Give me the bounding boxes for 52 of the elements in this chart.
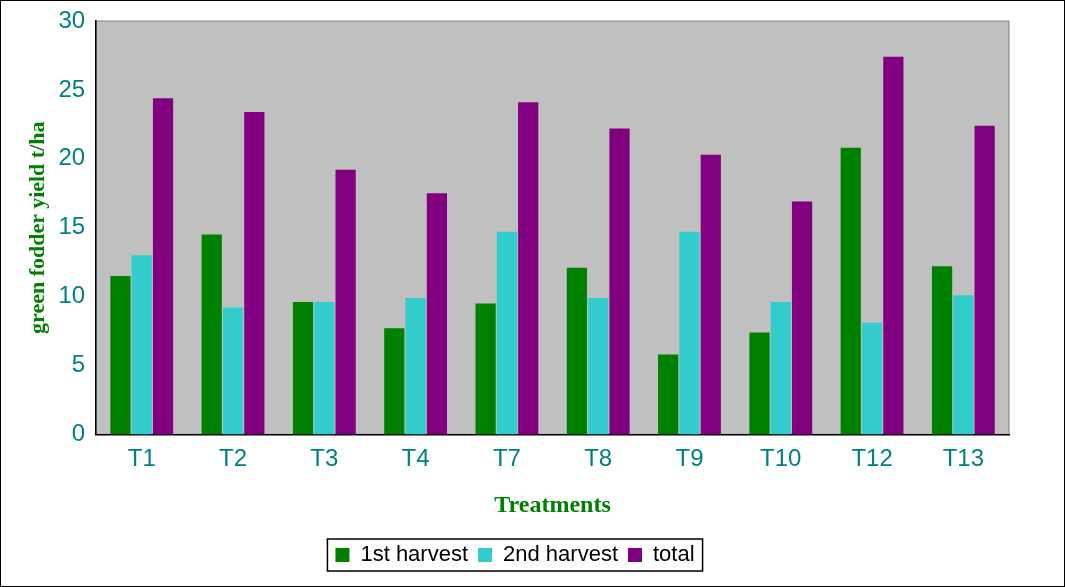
- x-tick-label: T9: [675, 444, 704, 472]
- y-tick-label: 30: [58, 5, 86, 33]
- legend-label: 2nd harvest: [503, 541, 618, 567]
- bar: [566, 267, 588, 435]
- bar: [588, 297, 609, 435]
- bar: [244, 111, 265, 435]
- x-axis-title: Treatments: [494, 490, 611, 517]
- bar: [770, 302, 791, 435]
- x-tick-label: T13: [942, 444, 985, 472]
- bar: [384, 328, 405, 435]
- y-tick-label: 5: [71, 350, 86, 378]
- bar: [475, 303, 496, 435]
- bar: [953, 295, 974, 435]
- bar: [496, 231, 518, 435]
- bar: [110, 275, 131, 435]
- bar: [292, 302, 314, 435]
- x-tick-label: T12: [851, 444, 893, 472]
- x-tick-label: T2: [219, 444, 248, 472]
- bar: [840, 147, 861, 435]
- bar: [609, 128, 630, 435]
- bar: [152, 98, 174, 435]
- legend-label: 1st harvest: [360, 541, 469, 567]
- bar: [658, 354, 679, 435]
- bar: [222, 307, 244, 435]
- x-tick-label: T7: [492, 444, 521, 472]
- bar: [974, 125, 995, 435]
- bar: [201, 234, 222, 435]
- bar: [749, 332, 770, 435]
- x-tick-label: T4: [401, 444, 430, 472]
- x-tick-label: T1: [127, 444, 156, 472]
- y-tick-label: 15: [58, 212, 86, 240]
- legend-label: total: [652, 541, 695, 567]
- bar: [861, 322, 883, 435]
- y-tick-label: 20: [58, 143, 86, 171]
- bar: [700, 154, 721, 435]
- bar: [426, 193, 448, 435]
- x-tick-label: T3: [310, 444, 339, 472]
- bar: [883, 56, 904, 435]
- y-tick-label: 25: [58, 74, 86, 102]
- y-tick-label: 10: [58, 281, 86, 309]
- y-axis-title: green fodder yield t/ha: [23, 121, 49, 334]
- bar: [679, 231, 700, 435]
- bar: [314, 302, 335, 435]
- bar: [518, 102, 539, 435]
- bar: [131, 255, 152, 435]
- bar: [791, 201, 813, 435]
- bar: [335, 169, 356, 435]
- y-tick-label: 0: [71, 419, 86, 447]
- bar: [405, 297, 426, 435]
- x-tick-label: T8: [584, 444, 613, 472]
- x-tick-label: T10: [760, 444, 802, 472]
- bar: [931, 266, 953, 435]
